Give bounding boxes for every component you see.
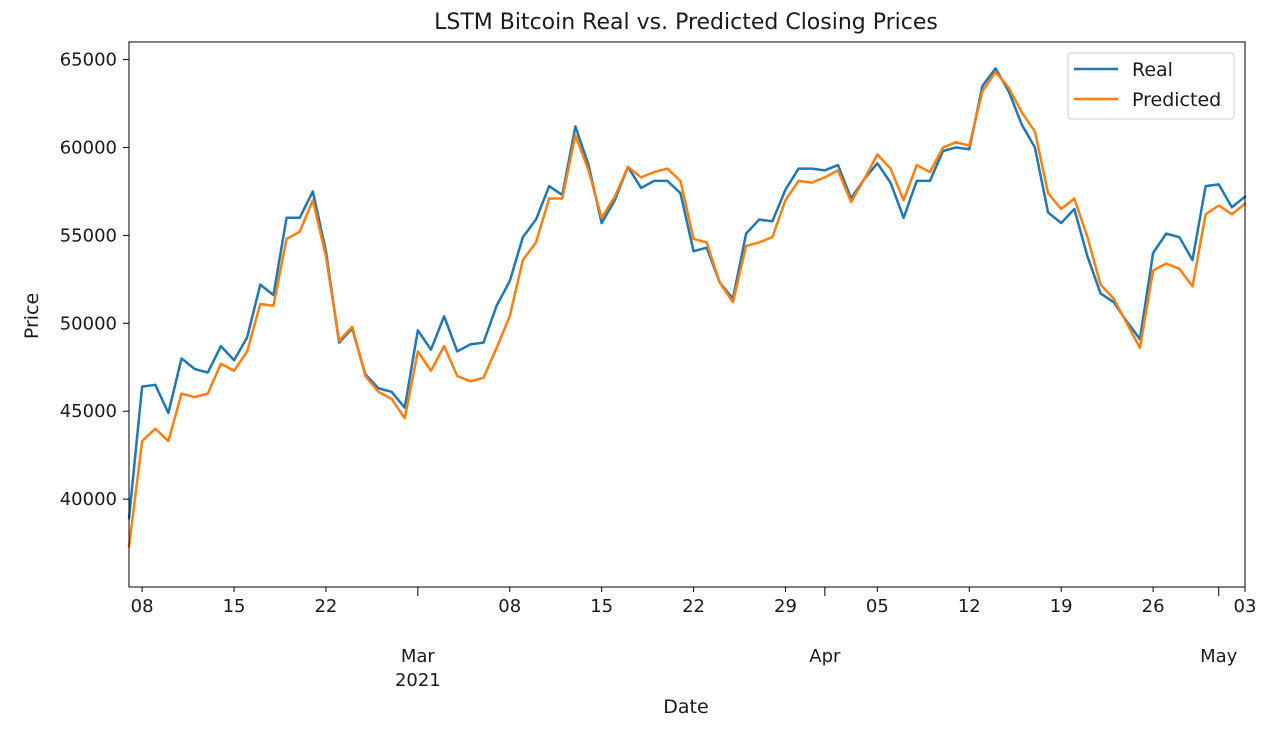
- plot-frame: [128, 41, 1246, 588]
- y-tick-label: 60000: [60, 137, 117, 158]
- x-minor-tick-label: 15: [223, 596, 246, 617]
- series-line-predicted: [127, 70, 1247, 548]
- y-tick-label: 65000: [60, 50, 117, 71]
- x-minor-tick-label: 22: [682, 596, 705, 617]
- plot-area: [127, 67, 1247, 548]
- x-major-tick-label: Apr: [809, 646, 841, 667]
- legend: Real Predicted: [1067, 52, 1235, 120]
- x-minor-tick-label: 19: [1050, 596, 1073, 617]
- chart-title: LSTM Bitcoin Real vs. Predicted Closing …: [434, 10, 938, 35]
- x-minor-tick-label: 29: [774, 596, 797, 617]
- x-axis-title: Date: [663, 696, 708, 718]
- x-major-tick-label: Mar: [401, 646, 436, 667]
- y-axis-title: Price: [21, 293, 43, 339]
- legend-label-predicted: Predicted: [1132, 89, 1221, 111]
- x-minor-tick-label: 26: [1142, 596, 1165, 617]
- y-tick-label: 45000: [60, 401, 117, 422]
- x-minor-tick-label: 22: [314, 596, 337, 617]
- x-minor-tick-label: 08: [498, 596, 521, 617]
- x-minor-tick-label: 15: [590, 596, 613, 617]
- x-minor-tick-label: 12: [958, 596, 981, 617]
- x-major-tick-label: May: [1200, 646, 1238, 667]
- y-tick-label: 55000: [60, 225, 117, 246]
- x-minor-tick-label: 08: [131, 596, 154, 617]
- y-tick-label: 50000: [60, 313, 117, 334]
- x-minor-tick-label: 03: [1234, 596, 1257, 617]
- x-minor-tick-label: 05: [866, 596, 889, 617]
- y-tick-label: 40000: [60, 489, 117, 510]
- legend-label-real: Real: [1132, 59, 1173, 81]
- series-line-real: [127, 67, 1247, 520]
- axes: 40000 45000 50000 55000 60000 65000 08 15 22 08 15…: [60, 41, 1257, 691]
- x-year-label: 2021: [395, 670, 441, 691]
